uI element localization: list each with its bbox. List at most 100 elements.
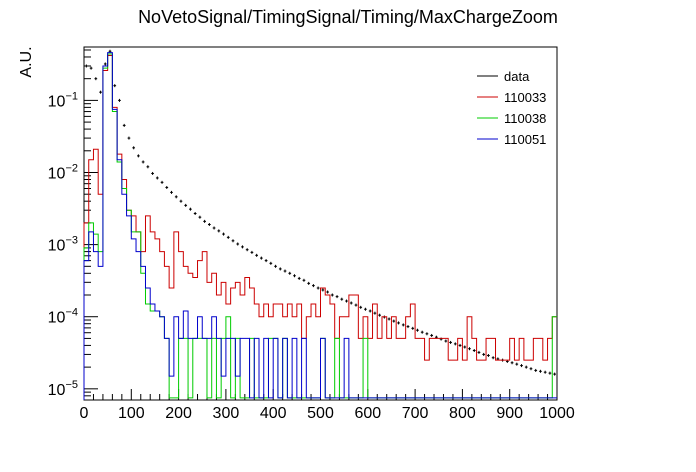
- data-point: [245, 248, 249, 252]
- data-point: [99, 90, 102, 94]
- x-tick-label: 200: [165, 405, 192, 422]
- data-point: [543, 370, 547, 374]
- x-tick-label: 800: [449, 405, 476, 422]
- data-point: [146, 165, 150, 169]
- data-point: [293, 274, 296, 278]
- data-point: [113, 84, 117, 88]
- x-tick-label: 1000: [539, 405, 575, 422]
- data-point: [529, 367, 533, 371]
- data-point: [207, 223, 211, 227]
- data-point: [274, 264, 277, 268]
- x-tick-label: 100: [118, 405, 145, 422]
- data-point: [193, 212, 197, 216]
- legend-entry-110033: 110033: [477, 90, 546, 105]
- series-layer: [83, 49, 557, 400]
- chart-title: NoVetoSignal/TimingSignal/Timing/MaxChar…: [138, 7, 558, 27]
- data-point: [401, 323, 405, 327]
- data-point: [236, 242, 240, 246]
- legend-entry-data: data: [477, 69, 530, 84]
- data-point: [406, 325, 410, 329]
- data-point: [553, 372, 556, 376]
- data-point: [297, 276, 301, 280]
- data-point: [515, 362, 519, 366]
- legend-label-data: data: [504, 69, 530, 84]
- data-point: [359, 305, 363, 309]
- data-point: [316, 286, 320, 290]
- data-point: [326, 290, 329, 294]
- data-point: [416, 328, 419, 332]
- data-point: [354, 303, 358, 307]
- data-point: [491, 356, 495, 360]
- data-point: [397, 321, 400, 325]
- y-axis-label: A.U.: [18, 46, 35, 77]
- data-point: [534, 368, 538, 372]
- data-point: [203, 219, 206, 223]
- legend-entry-110038: 110038: [477, 111, 546, 126]
- data-point: [212, 226, 216, 230]
- data-point: [330, 293, 334, 297]
- y-tick-label: 10−1: [48, 90, 78, 110]
- data-point: [283, 269, 287, 273]
- data-point: [189, 207, 192, 211]
- data-point: [179, 199, 183, 203]
- legend-label-110038: 110038: [504, 111, 546, 126]
- data-point: [548, 371, 552, 375]
- data-point: [155, 176, 159, 180]
- data-point: [288, 271, 292, 275]
- data-point: [487, 353, 490, 357]
- data-point: [425, 332, 429, 336]
- data-point: [89, 66, 93, 70]
- data-point: [198, 215, 202, 219]
- data-point: [510, 361, 514, 365]
- data-point: [449, 340, 452, 344]
- data-point: [250, 250, 254, 254]
- data-point: [132, 146, 136, 150]
- data-point: [103, 62, 107, 66]
- data-point: [340, 297, 344, 301]
- data-point: [392, 319, 396, 323]
- legend-label-110051: 110051: [504, 132, 546, 147]
- data-point: [520, 364, 523, 368]
- data-point: [378, 313, 381, 317]
- data-point: [127, 136, 131, 140]
- data-point: [255, 253, 259, 257]
- data-point: [231, 239, 235, 243]
- data-point: [170, 190, 173, 194]
- y-axis-ticks: 10−5 10−4 10−3 10−2 10−1: [48, 49, 98, 399]
- data-point: [165, 185, 169, 189]
- data-point: [373, 311, 377, 315]
- legend-label-110033: 110033: [504, 90, 546, 105]
- data-point: [151, 171, 154, 175]
- y-tick-label: 10−2: [48, 162, 78, 182]
- data-point: [420, 330, 424, 334]
- x-tick-label: 600: [354, 405, 381, 422]
- data-point: [335, 295, 339, 299]
- x-tick-label: 900: [496, 405, 523, 422]
- data-point: [368, 309, 372, 313]
- series-data: [85, 49, 556, 376]
- y-tick-label: 10−5: [48, 379, 78, 399]
- data-point: [241, 245, 244, 249]
- data-point: [477, 350, 481, 354]
- data-point: [349, 301, 353, 305]
- data-point: [302, 278, 306, 282]
- data-point: [453, 342, 457, 346]
- data-point: [94, 77, 98, 81]
- data-point: [345, 299, 348, 303]
- data-point: [174, 195, 178, 199]
- data-point: [468, 347, 471, 351]
- data-point: [444, 339, 448, 343]
- data-point: [85, 64, 88, 68]
- data-point: [411, 326, 415, 330]
- data-point: [118, 98, 121, 102]
- data-point: [122, 123, 126, 127]
- data-point: [312, 284, 315, 288]
- y-tick-label: 10−3: [48, 235, 78, 255]
- data-point: [264, 259, 268, 263]
- data-point: [269, 261, 273, 265]
- data-point: [472, 349, 476, 353]
- x-tick-label: 300: [213, 405, 240, 422]
- data-point: [430, 333, 434, 337]
